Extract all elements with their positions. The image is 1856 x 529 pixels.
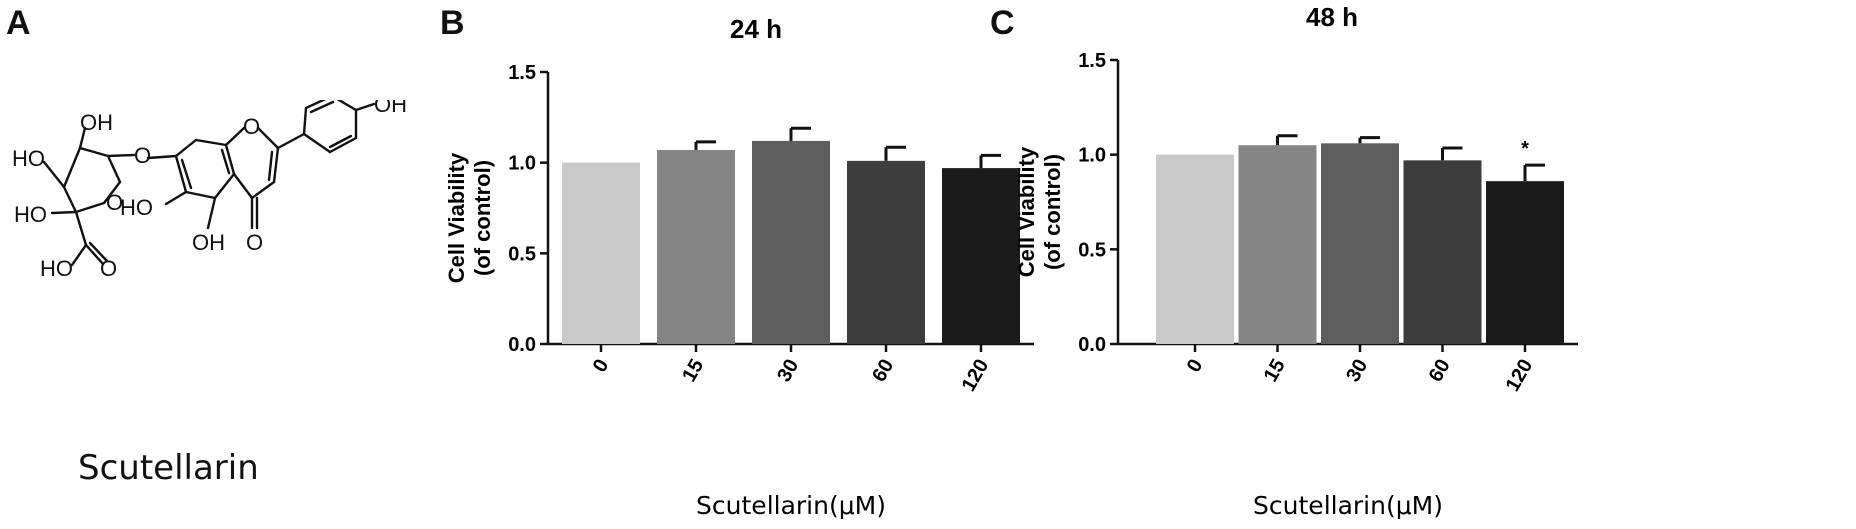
x-axis-label: Scutellarin(μM) bbox=[696, 491, 886, 520]
y-tick-label: 1.0 bbox=[508, 153, 536, 175]
chart-title: 24 h bbox=[730, 14, 782, 44]
panel-letter-a: A bbox=[6, 4, 31, 42]
y-axis-label-line: (of control) bbox=[1040, 154, 1065, 270]
x-tick-label: 0 bbox=[589, 356, 614, 377]
bar bbox=[1403, 160, 1482, 344]
y-tick-label: 0.0 bbox=[1078, 334, 1106, 356]
bar bbox=[657, 149, 735, 344]
x-tick-label: 120 bbox=[958, 356, 994, 396]
bar bbox=[562, 162, 640, 344]
atom-label: HO bbox=[120, 195, 153, 220]
x-tick-label: 15 bbox=[678, 356, 708, 386]
atom-label: O bbox=[100, 256, 117, 281]
bar bbox=[1486, 181, 1564, 344]
atom-label: HO bbox=[40, 256, 73, 281]
chart-48h: 48 h 0.0 0.5 1.0 1.5 Cell Viability(of contro… bbox=[1014, 2, 1578, 520]
y-axis-label: Cell Viability(of control) bbox=[444, 152, 495, 283]
y-tick-label: 0.5 bbox=[508, 243, 536, 265]
y-tick-label: 0.5 bbox=[1078, 239, 1106, 261]
x-axis-label: Scutellarin(μM) bbox=[1253, 491, 1443, 520]
scutellarin-structure: OH HO HO O O HO O HO O OH O OH bbox=[12, 100, 407, 281]
atom-label: O bbox=[246, 230, 263, 255]
bar bbox=[1156, 154, 1234, 344]
panel-letter-c: C bbox=[990, 4, 1015, 42]
y-axis-label-line: (of control) bbox=[470, 160, 495, 276]
x-tick-label: 120 bbox=[1502, 356, 1538, 396]
x-tick-label: 30 bbox=[1342, 356, 1372, 386]
bar bbox=[1321, 143, 1399, 344]
bar bbox=[1238, 145, 1317, 344]
bar bbox=[752, 140, 830, 344]
bar bbox=[942, 168, 1020, 344]
y-tick-label: 1.5 bbox=[1078, 50, 1106, 72]
y-tick-label: 1.0 bbox=[1078, 145, 1106, 167]
compound-name: Scutellarin bbox=[78, 448, 259, 488]
y-axis-label-line: Cell Viability bbox=[444, 152, 469, 283]
y-axis-label-line: Cell Viability bbox=[1014, 146, 1039, 277]
significance-marker: * bbox=[1521, 138, 1529, 160]
atom-label: O bbox=[243, 114, 260, 139]
atom-label: OH bbox=[374, 100, 407, 117]
atom-label: HO bbox=[12, 146, 45, 171]
x-tick-label: 0 bbox=[1183, 356, 1208, 377]
atom-label: O bbox=[106, 190, 123, 215]
chart-title: 48 h bbox=[1306, 2, 1358, 32]
x-tick-label: 15 bbox=[1260, 356, 1290, 386]
chart-24h: 24 h 0.0 0.5 1.0 1.5 Cell Viability(of contro… bbox=[444, 14, 1034, 520]
x-tick-label: 30 bbox=[773, 356, 803, 386]
bar bbox=[847, 160, 925, 344]
atom-label: OH bbox=[192, 230, 225, 255]
x-tick-label: 60 bbox=[1425, 356, 1455, 386]
panel-letter-b: B bbox=[440, 4, 465, 42]
y-tick-label: 0.0 bbox=[508, 334, 536, 356]
atom-label: OH bbox=[80, 110, 113, 135]
y-axis-label: Cell Viability(of control) bbox=[1014, 146, 1065, 277]
x-tick-label: 60 bbox=[868, 356, 898, 386]
atom-label: HO bbox=[14, 202, 47, 227]
y-tick-label: 1.5 bbox=[508, 62, 536, 84]
atom-label: O bbox=[134, 143, 151, 168]
